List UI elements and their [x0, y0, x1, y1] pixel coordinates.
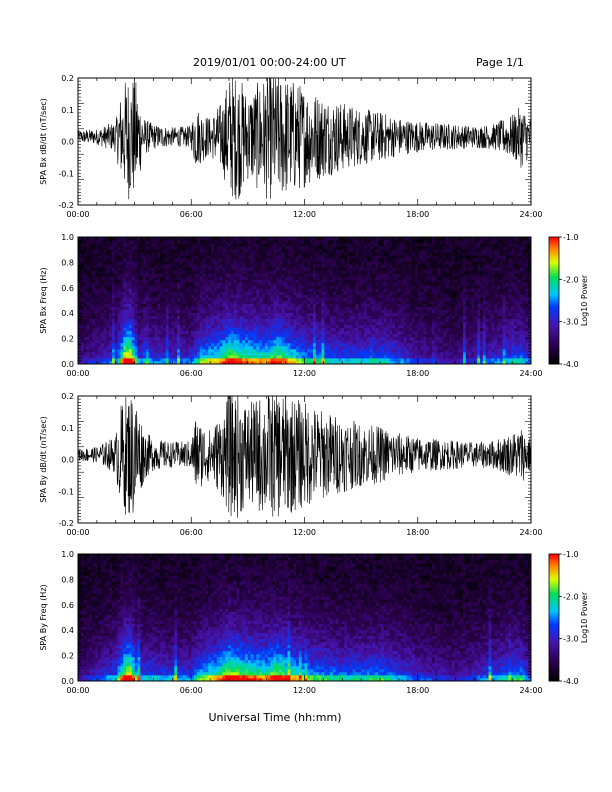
colorbar-tick-label: -4.0: [563, 677, 579, 686]
x-axis-title: Universal Time (hh:mm): [209, 711, 342, 724]
panel-2: -1.0 -2.0 -3.0 -4.0 Log10 Power 00:00 06:00 12:…: [39, 233, 589, 378]
y-tick-label: 1.0: [61, 233, 74, 242]
x-tick-label: 00:00: [66, 528, 89, 537]
y-tick-label: -0.1: [58, 487, 74, 496]
x-tick-label: 24:00: [519, 369, 542, 378]
y-tick-label: 1.0: [61, 550, 74, 559]
y-tick-label: -0.2: [58, 201, 74, 210]
date-label: 2019/01/01 00:00-24:00 UT: [193, 56, 346, 69]
y-tick-label: 0.8: [61, 258, 74, 267]
x-tick-label: 24:00: [519, 686, 542, 695]
x-tick-label: 12:00: [293, 528, 316, 537]
x-tick-label: 06:00: [180, 528, 203, 537]
y-tick-label: 0.4: [61, 309, 74, 318]
colorbar-label: Log10 Power: [580, 591, 589, 643]
y-tick-label: 0.0: [61, 138, 74, 147]
x-tick-label: 18:00: [406, 528, 429, 537]
colorbar-tick-label: -1.0: [563, 550, 579, 559]
colorbar-tick-label: -2.0: [563, 592, 579, 601]
colorbar-tick-label: -3.0: [563, 318, 579, 327]
x-tick-label: 12:00: [293, 369, 316, 378]
x-tick-label: 18:00: [406, 686, 429, 695]
x-tick-label: 24:00: [519, 528, 542, 537]
spectrogram-image: [78, 554, 531, 681]
x-tick-label: 00:00: [66, 210, 89, 219]
x-tick-label: 06:00: [180, 686, 203, 695]
colorbar-tick-label: -4.0: [563, 360, 579, 369]
x-tick-label: 12:00: [293, 210, 316, 219]
x-tick-label: 12:00: [293, 686, 316, 695]
y-tick-label: -0.1: [58, 169, 74, 178]
panel-3: 00:00 06:00 12:00 18:00 24:00 -0.2 -0.1 0.0 0.1 0…: [39, 392, 543, 537]
y-tick-label: 0.0: [61, 360, 74, 369]
panel-4: -1.0 -2.0 -3.0 -4.0 Log10 Power 00:00 06:00 12:…: [39, 550, 589, 695]
y-tick-label: 0.2: [61, 652, 74, 661]
colorbar-2: -1.0 -2.0 -3.0 -4.0 Log10 Power: [548, 233, 589, 369]
series-line-3: [78, 396, 531, 518]
colorbar-tick-label: -2.0: [563, 275, 579, 284]
y-tick-label: 0.2: [61, 392, 74, 401]
x-tick-label: 18:00: [406, 369, 429, 378]
y-axis-label: SPA By dB/dt (nT/sec): [39, 416, 48, 503]
y-tick-label: 0.1: [61, 106, 74, 115]
x-tick-label: 24:00: [519, 210, 542, 219]
y-tick-label: 0.0: [61, 456, 74, 465]
y-tick-label: -0.2: [58, 519, 74, 528]
spectrogram-image: [78, 237, 531, 364]
y-tick-label: 0.6: [61, 601, 74, 610]
y-axis-label: SPA Bx Freq (Hz): [39, 267, 48, 333]
y-tick-label: 0.6: [61, 284, 74, 293]
y-axis-label: SPA By Freq (Hz): [39, 584, 48, 650]
x-tick-label: 06:00: [180, 369, 203, 378]
y-tick-label: 0.8: [61, 575, 74, 584]
page-label: Page 1/1: [476, 56, 524, 69]
colorbar-4: -1.0 -2.0 -3.0 -4.0 Log10 Power: [548, 550, 589, 686]
x-tick-label: 00:00: [66, 369, 89, 378]
x-tick-label: 00:00: [66, 686, 89, 695]
colorbar-tick-label: -3.0: [563, 635, 579, 644]
y-tick-label: 0.2: [61, 74, 74, 83]
y-tick-label: 0.0: [61, 677, 74, 686]
y-tick-label: 0.1: [61, 424, 74, 433]
series-line-1: [78, 78, 531, 200]
colorbar-label: Log10 Power: [580, 274, 589, 326]
x-tick-label: 06:00: [180, 210, 203, 219]
panels: 00:00 06:00 12:00 18:00 24:00 -0.2 -0.1 0.0 0.1 0…: [39, 74, 589, 695]
y-tick-label: 0.2: [61, 335, 74, 344]
x-tick-label: 18:00: [406, 210, 429, 219]
colorbar-tick-label: -1.0: [563, 233, 579, 242]
panel-1: 00:00 06:00 12:00 18:00 24:00 -0.2 -0.1 0.0 0.1 0…: [39, 74, 543, 219]
y-tick-label: 0.4: [61, 626, 74, 635]
y-axis-label: SPA Bx dB/dt (nT/sec): [39, 98, 48, 185]
